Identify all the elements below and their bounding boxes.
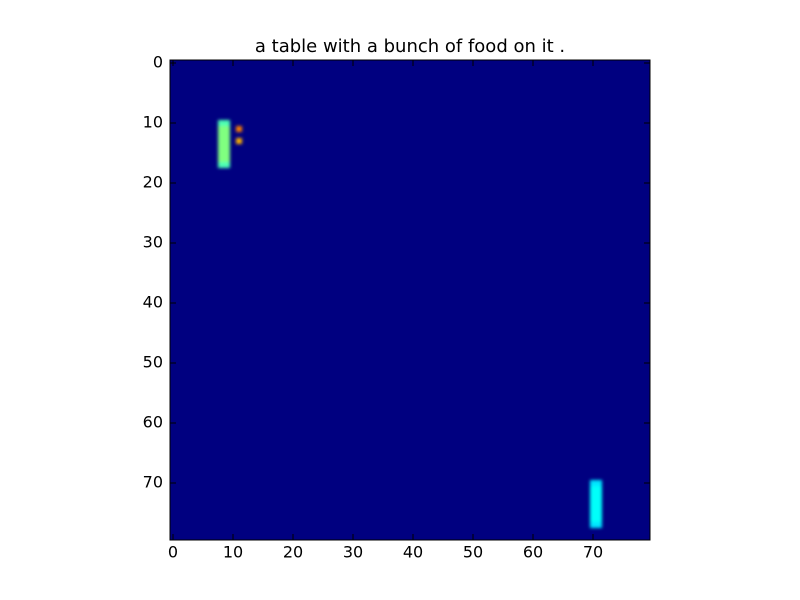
y-tick-label: 50 xyxy=(143,353,163,372)
heatmap-cell xyxy=(596,486,602,492)
heatmap-cell xyxy=(218,126,224,132)
heatmap-cell xyxy=(224,156,230,162)
chart-title: a table with a bunch of food on it . xyxy=(255,36,565,57)
heatmap-cell xyxy=(218,132,224,138)
heatmap-cell xyxy=(596,480,602,486)
y-tick-label: 20 xyxy=(143,173,163,192)
heatmap-cell xyxy=(218,162,224,168)
y-tick-label: 30 xyxy=(143,233,163,252)
heatmap-cell xyxy=(218,156,224,162)
heatmap-cell xyxy=(224,132,230,138)
heatmap-cell xyxy=(224,138,230,144)
heatmap-cell xyxy=(218,150,224,156)
x-tick-label: 0 xyxy=(168,543,178,562)
y-tick-label: 40 xyxy=(143,293,163,312)
heatmap-cell xyxy=(596,492,602,498)
heatmap-cell xyxy=(590,498,596,504)
heatmap-cell xyxy=(590,486,596,492)
plot-background xyxy=(170,60,650,540)
heatmap-cell xyxy=(224,150,230,156)
heatmap-cell xyxy=(596,498,602,504)
x-tick-label: 60 xyxy=(523,543,543,562)
heatmap-cell xyxy=(590,480,596,486)
heatmap-cell xyxy=(218,144,224,150)
heatmap-cell xyxy=(236,126,242,132)
heatmap-cell xyxy=(590,516,596,522)
x-tick-label: 70 xyxy=(583,543,603,562)
x-tick-label: 40 xyxy=(403,543,423,562)
heatmap-cell xyxy=(218,120,224,126)
heatmap-cells xyxy=(218,120,602,528)
plot-frame xyxy=(169,59,651,541)
heatmap-cell xyxy=(236,138,242,144)
heatmap-cell xyxy=(224,144,230,150)
heatmap-cell xyxy=(590,522,596,528)
heatmap-cell xyxy=(218,138,224,144)
heatmap-cell xyxy=(224,126,230,132)
axes: 0 10 20 30 40 50 60 70 0 10 20 30 40 50 60 70 xyxy=(143,53,650,562)
x-tick-label: 50 xyxy=(463,543,483,562)
y-tick-label: 70 xyxy=(143,473,163,492)
heatmap-cell xyxy=(596,510,602,516)
heatmap-cell xyxy=(224,120,230,126)
heatmap-cell xyxy=(590,504,596,510)
x-tick-label: 10 xyxy=(223,543,243,562)
x-tick-label: 20 xyxy=(283,543,303,562)
y-tick-label: 60 xyxy=(143,413,163,432)
y-tick-label: 0 xyxy=(153,53,163,72)
heatmap-cell xyxy=(596,522,602,528)
heatmap-cell xyxy=(224,162,230,168)
heatmap-cell xyxy=(596,504,602,510)
heatmap-cell xyxy=(596,516,602,522)
x-tick-label: 30 xyxy=(343,543,363,562)
heatmap-cell xyxy=(590,510,596,516)
y-tick-label: 10 xyxy=(143,113,163,132)
heatmap-cell xyxy=(590,492,596,498)
